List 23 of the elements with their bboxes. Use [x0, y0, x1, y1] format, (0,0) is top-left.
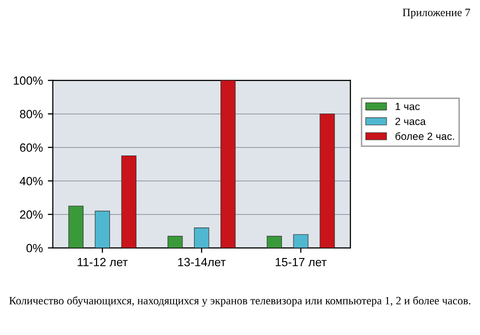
text: Приложение 7	[402, 8, 470, 18]
bar	[121, 155, 136, 248]
bar	[68, 206, 84, 248]
y-tick-label: 100%	[14, 76, 43, 85]
x-tick-label: 15-17 лет	[276, 258, 327, 266]
legend-label: 1 час	[396, 102, 420, 110]
legend-label: более 2 час.	[396, 132, 454, 140]
x-tick-label: 13-14лет	[178, 258, 226, 266]
bar	[266, 236, 282, 248]
bar	[168, 236, 183, 248]
x-tick-label: 11-12 лет	[78, 258, 128, 266]
y-tick-label: 0%	[26, 244, 43, 252]
y-tick-label: 60%	[20, 143, 43, 152]
y-tick-label: 20%	[20, 210, 43, 219]
bar	[293, 234, 308, 248]
bar	[220, 80, 236, 248]
bar	[94, 210, 110, 248]
text: Количество обучающихся, находящихся у экранов телевизора или компьютера 1, 2 и более часов.	[9, 296, 470, 307]
bar	[194, 228, 210, 248]
y-tick-label: 80%	[20, 110, 43, 118]
legend-label: 2 часа	[395, 118, 426, 126]
y-tick-label: 40%	[20, 176, 43, 186]
bar	[320, 114, 335, 248]
